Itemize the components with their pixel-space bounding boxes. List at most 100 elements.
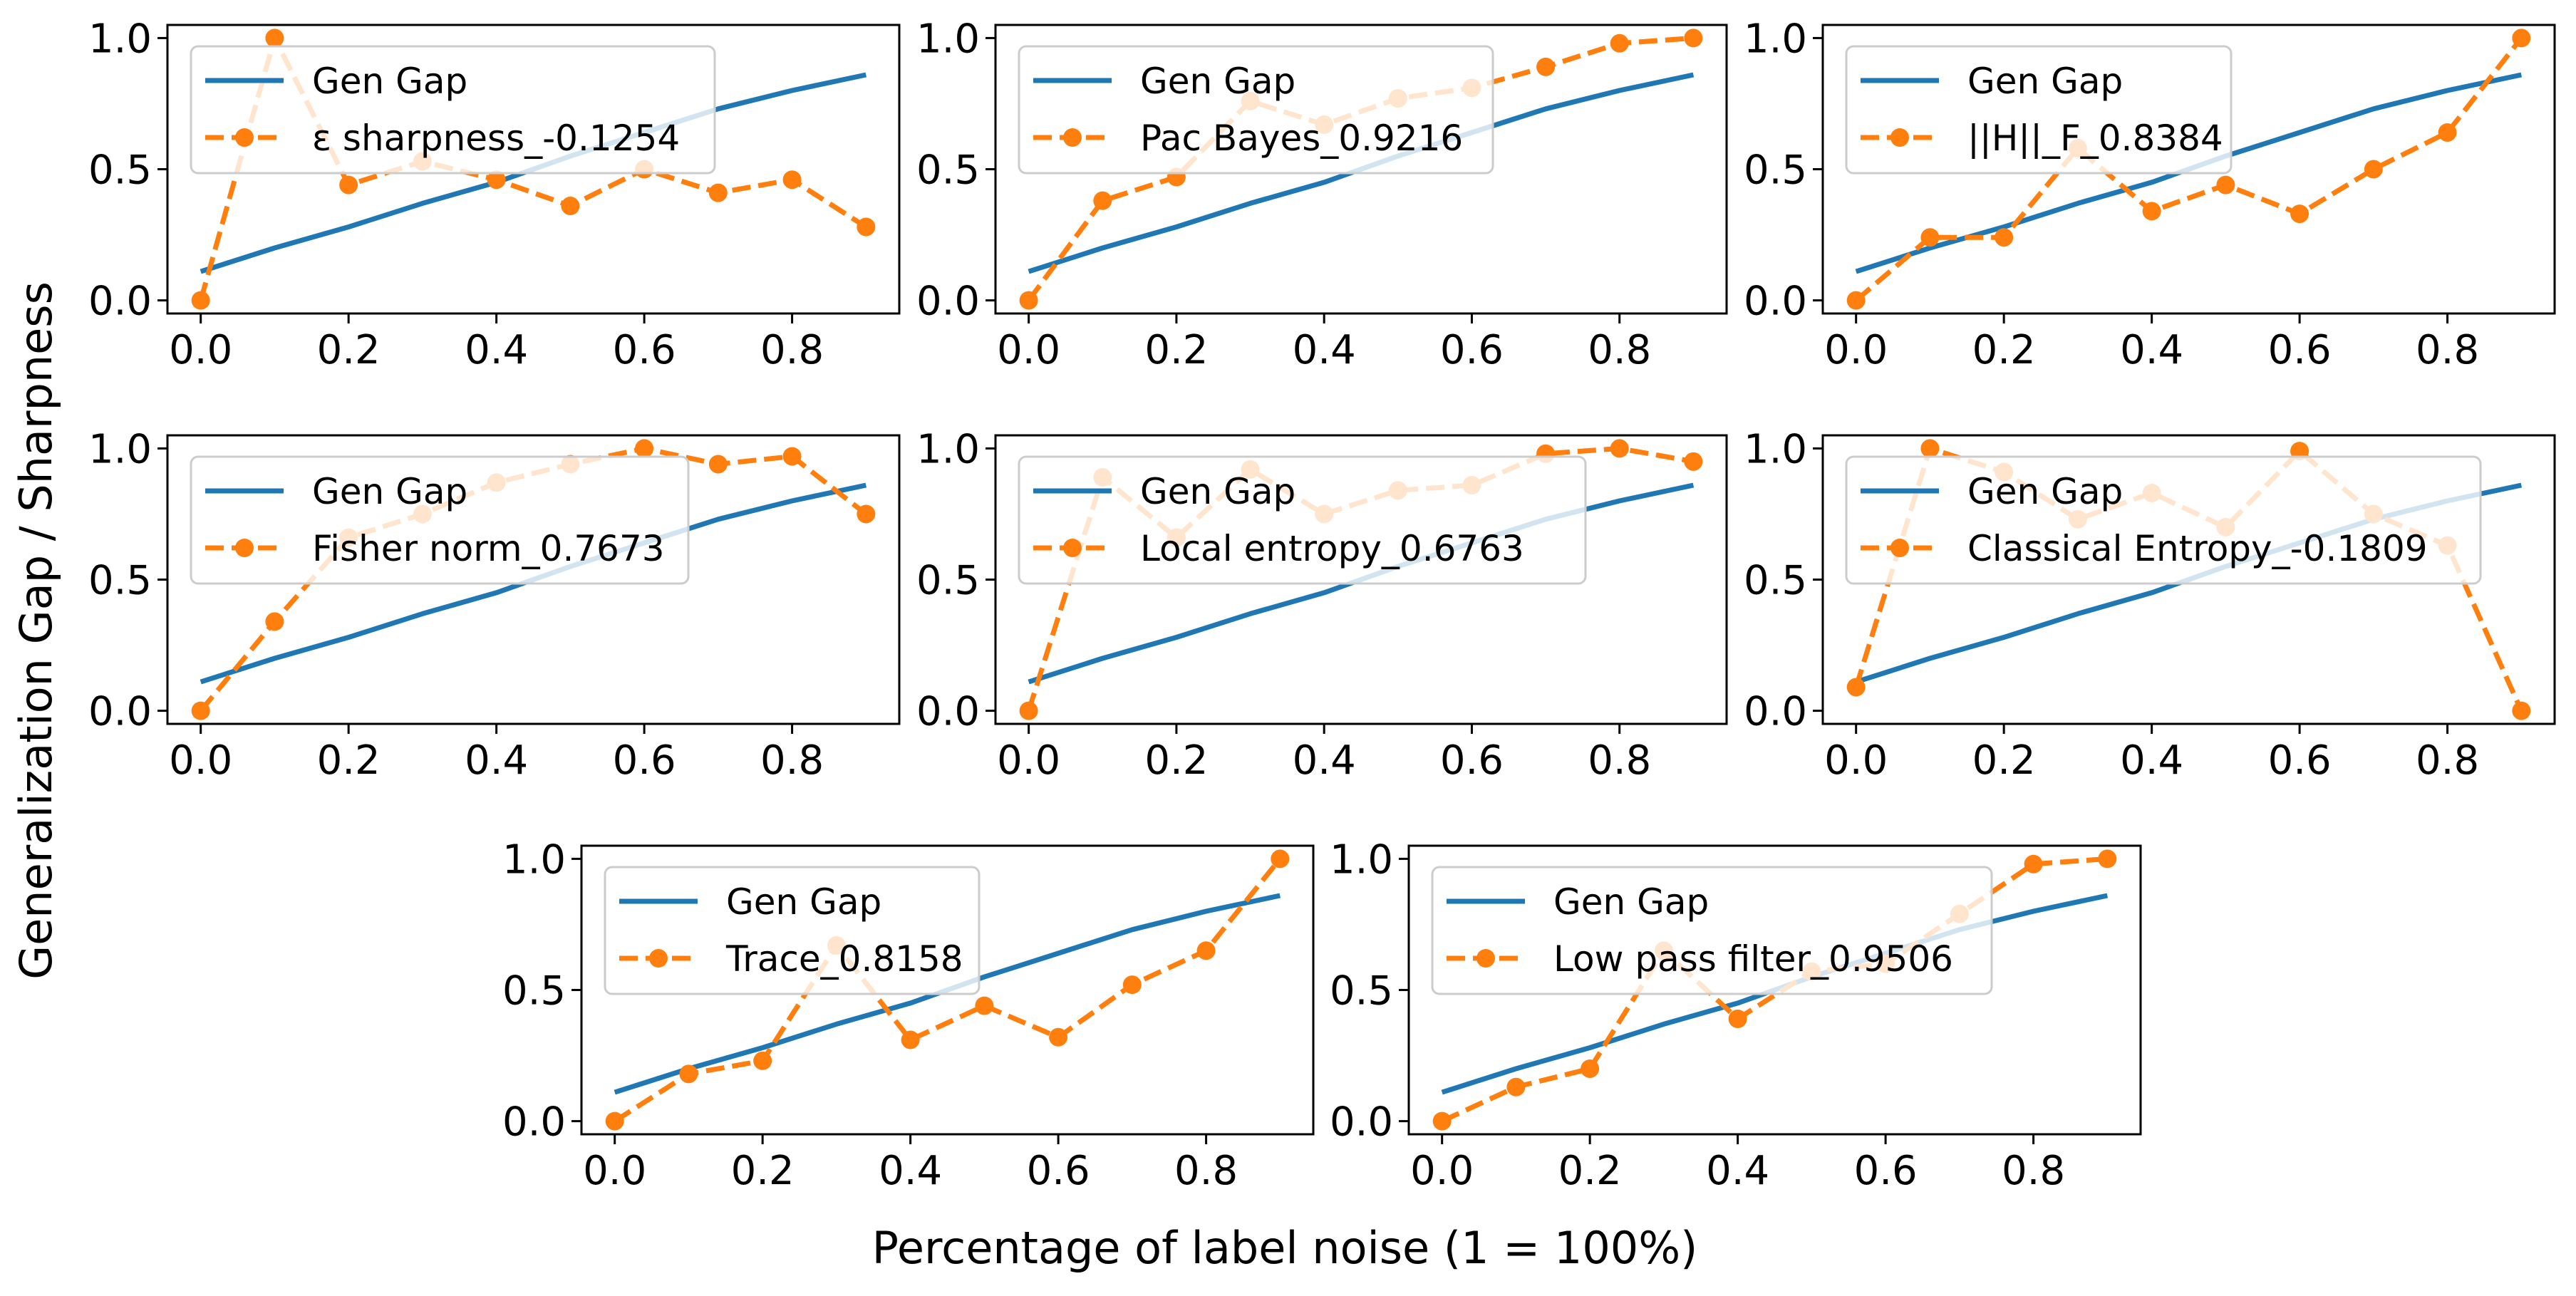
legend-gen-gap-label: Gen Gap [1140,471,1295,512]
metric-point [901,1030,920,1049]
y-tick-label: 0.0 [1744,279,1807,325]
legend-metric-marker [235,539,254,557]
y-tick-label: 0.5 [916,558,980,604]
x-tick-label: 0.2 [731,1148,795,1194]
x-tick-label: 0.6 [613,737,676,784]
metric-point [2512,701,2531,720]
x-tick-label: 0.0 [1824,327,1888,373]
x-tick-label: 0.6 [1854,1148,1918,1194]
legend-metric-marker [1063,128,1082,147]
y-tick-label: 0.5 [916,147,980,194]
legend-frame [190,45,716,175]
x-tick-label: 0.2 [1558,1148,1622,1194]
metric-point [1846,678,1866,697]
x-tick-label: 0.8 [1588,327,1651,373]
y-axis-label: Generalization Gap / Sharpness [10,281,62,980]
legend-metric-label: Fisher norm_0.7673 [312,528,665,569]
legend-gen-gap-label: Gen Gap [726,881,881,923]
y-tick-label: 0.5 [502,968,566,1015]
legend-metric-marker [1063,539,1082,557]
metric-point [635,439,654,458]
subplot-grid: 0.0 0.2 0.4 0.6 0.8 0.0 0.5 1.0 Gen Gap ε sharpne… [88,16,2556,1194]
metric-point [191,701,210,720]
legend-metric-marker [649,949,668,968]
metric-point [1684,452,1703,471]
metric-point [1728,1010,1747,1028]
x-tick-label: 0.2 [1144,327,1208,373]
x-tick-label: 0.4 [2120,737,2183,784]
metric-point [2364,160,2383,179]
x-tick-label: 0.0 [997,327,1060,373]
legend-metric-label: Local entropy_0.6763 [1140,528,1524,569]
metric-point [2142,202,2161,221]
legend-metric-label: Classical Entropy_-0.1809 [1967,528,2428,569]
legend-metric-label: Trace_0.8158 [725,938,963,980]
legend-frame [1845,45,2233,175]
legend-frame [1018,45,1494,175]
metric-line [1441,856,2108,1124]
metric-point [1581,1059,1600,1078]
metric-point [561,197,580,216]
x-tick-label: 0.2 [317,327,381,373]
x-tick-label: 0.6 [613,327,676,373]
x-tick-label: 0.6 [2268,737,2332,784]
metric-point [1049,1027,1068,1047]
x-tick-label: 0.4 [465,737,528,784]
metric-point [605,1111,624,1131]
metric-point [339,175,358,195]
x-tick-label: 0.0 [997,737,1060,784]
legend: Gen Gap Pac Bayes_0.9216 [1018,45,1494,175]
x-tick-label: 0.8 [2002,1148,2065,1194]
metric-point [857,217,876,237]
metric-point [708,455,728,474]
metric-point [1122,975,1142,995]
metric-point [265,28,284,48]
y-tick-label: 0.5 [1330,968,1393,1015]
y-tick-label: 0.0 [1744,689,1807,735]
legend: Gen Gap ||H||_F_0.8384 [1845,45,2233,175]
legend-metric-marker [1890,128,1909,147]
x-tick-label: 0.4 [879,1148,942,1194]
y-tick-label: 1.0 [502,836,566,883]
legend-metric-marker [1890,539,1909,557]
metric-point [2098,849,2117,869]
metric-point [265,612,284,631]
y-tick-label: 0.5 [1744,147,1807,194]
x-tick-label: 0.8 [1174,1148,1238,1194]
legend: Gen Gap Fisher norm_0.7673 [190,455,690,585]
metric-point [1271,849,1290,869]
legend-metric-label: Pac Bayes_0.9216 [1140,118,1463,159]
x-tick-label: 0.6 [1440,737,1504,784]
metric-point [1019,701,1038,720]
metric-point [975,996,994,1015]
legend: Gen Gap Trace_0.8158 [604,866,981,995]
legend-frame [1845,455,2482,585]
x-tick-label: 0.6 [2268,327,2332,373]
subplot-2: 0.0 0.2 0.4 0.6 0.8 0.0 0.5 1.0 Gen Gap Pac Bayes… [916,16,1728,373]
legend-metric-marker [1476,949,1495,968]
metric-point [753,1051,772,1070]
metric-point [191,291,210,310]
metric-point [679,1064,698,1084]
x-tick-label: 0.4 [465,327,528,373]
x-tick-label: 0.4 [1293,327,1356,373]
x-tick-label: 0.2 [317,737,381,784]
x-tick-label: 0.0 [169,737,232,784]
legend: Gen Gap Low pass filter_0.9506 [1431,866,1993,995]
y-tick-label: 1.0 [88,16,152,62]
y-tick-label: 0.5 [88,147,152,194]
metric-point [1920,439,1940,458]
subplot-1: 0.0 0.2 0.4 0.6 0.8 0.0 0.5 1.0 Gen Gap ε sharpne… [88,16,901,373]
metric-point [782,447,802,466]
legend: Gen Gap Local entropy_0.6763 [1018,455,1587,585]
metric-point [1610,33,1629,53]
x-tick-label: 0.6 [1027,1148,1090,1194]
metric-point [708,183,728,202]
y-tick-label: 1.0 [1330,836,1393,883]
metric-point [1846,291,1866,310]
legend-gen-gap-label: Gen Gap [1553,881,1709,923]
metric-line [1854,36,2524,303]
metric-point [1610,439,1629,458]
legend-gen-gap-label: Gen Gap [312,61,467,102]
